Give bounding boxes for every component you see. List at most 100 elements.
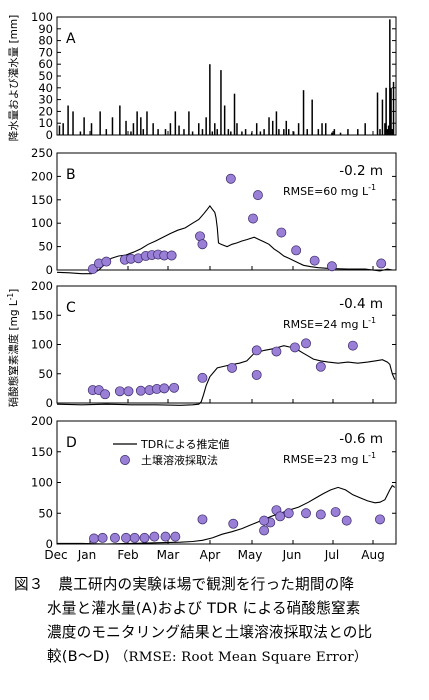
rain-bar xyxy=(255,123,258,135)
rain-bar xyxy=(390,87,392,135)
soil-solution-point xyxy=(227,362,237,373)
y-tick-label: 0 xyxy=(46,263,53,277)
rain-bar xyxy=(321,123,323,135)
rmse-label-D: RMSE=23 mg L-1 xyxy=(283,451,376,466)
rain-bar xyxy=(201,129,204,135)
rain-bar xyxy=(263,129,265,135)
soil-solution-point xyxy=(197,514,208,525)
rain-bar xyxy=(244,129,247,135)
soil-solution-point xyxy=(170,531,181,542)
rain-bar xyxy=(72,111,74,135)
soil-solution-point xyxy=(251,345,262,356)
soil-solution-point xyxy=(248,213,258,224)
soil-solution-point xyxy=(123,386,134,397)
y-axis-title-C: 硝酸態窒素濃度 [mg L-1] xyxy=(6,289,20,408)
rain-bar xyxy=(389,19,391,135)
y-tick-label: 250 xyxy=(31,146,53,160)
tdr-estimate-line xyxy=(57,484,396,545)
soil-solution-point xyxy=(289,342,300,353)
soil-solution-point xyxy=(114,386,125,397)
soil-solution-point xyxy=(309,255,320,266)
y-tick-label: 60 xyxy=(38,57,53,71)
rain-bar xyxy=(311,99,313,135)
y-tick-label: 0 xyxy=(46,396,53,410)
rain-bar xyxy=(119,105,121,135)
caption-line-4a: 較(B～D) xyxy=(47,648,111,665)
soil-solution-point xyxy=(259,525,270,536)
rain-bar xyxy=(381,99,384,135)
rain-bar xyxy=(331,132,333,135)
rain-bar xyxy=(241,131,243,135)
rain-bar xyxy=(125,120,127,135)
depth-label-B: -0.2 m xyxy=(339,163,383,179)
rain-bar xyxy=(292,131,295,135)
depth-label-D: -0.6 m xyxy=(339,431,383,447)
rain-bar xyxy=(236,123,238,135)
y-tick-label: 100 xyxy=(31,216,53,230)
soil-solution-point xyxy=(259,515,270,526)
rain-bar xyxy=(62,123,64,135)
rain-bar xyxy=(211,131,214,135)
panel-C: 0 50 100 150 200 C -0.4 m RMSE=24 mg L-1 硝酸態窒素濃度… xyxy=(6,279,397,410)
legend-label-soil: 土壌溶液採取法 xyxy=(141,453,218,467)
rain-bar xyxy=(288,129,290,135)
legend-point-swatch xyxy=(120,455,130,465)
rain-bar xyxy=(220,70,222,135)
soil-solution-point xyxy=(197,372,208,383)
soil-solution-point xyxy=(160,531,171,542)
soil-solution-point xyxy=(228,518,239,529)
rain-bar xyxy=(146,111,148,135)
rain-bar xyxy=(230,131,232,135)
rain-bar xyxy=(227,129,230,135)
soil-solution-point xyxy=(149,531,160,542)
y-tick-label: 0 xyxy=(46,537,53,551)
rain-bar xyxy=(271,120,274,135)
soil-solution-point xyxy=(252,190,263,201)
rain-bar xyxy=(198,123,200,135)
y-tick-label: 50 xyxy=(38,367,53,381)
y-tick-label: 50 xyxy=(38,506,53,520)
rain-bar xyxy=(132,123,135,135)
caption-line-1: 図３ 農工研内の実験ほ場で観測を行った期間の降 xyxy=(14,576,355,593)
soil-solution-point xyxy=(139,532,150,543)
rmse-label-C: RMSE=24 mg L-1 xyxy=(283,316,376,331)
panel-D: 0 50 100 150 200 D -0.6 m RMSE=23 mg L-1 TDRによる推… xyxy=(31,414,397,562)
soil-solution-point xyxy=(109,532,120,543)
rain-bar xyxy=(67,105,69,135)
soil-solution-point xyxy=(375,514,385,525)
figure-caption: 図３ 農工研内の実験ほ場で観測を行った期間の降 水量と灌水量(A)および TDR… xyxy=(14,573,418,670)
plot-frame-B xyxy=(56,152,397,271)
x-tick-label: May xyxy=(238,548,263,562)
y-tick-label: 150 xyxy=(31,193,53,207)
y-tick-label: 20 xyxy=(38,104,53,118)
rain-bar xyxy=(164,129,167,135)
panel-label-B: B xyxy=(66,167,76,183)
x-tick-label: Dec xyxy=(44,548,67,562)
rain-bar xyxy=(130,131,132,135)
rain-bar xyxy=(90,123,93,135)
rain-bar xyxy=(79,131,82,135)
soil-solution-point xyxy=(197,239,208,250)
y-tick-label: 10 xyxy=(38,116,53,130)
rain-bar xyxy=(324,123,327,135)
x-tick-label: Feb xyxy=(117,548,138,562)
soil-solution-point xyxy=(341,515,352,526)
rain-bar xyxy=(297,123,300,135)
soil-solution-point xyxy=(169,382,180,393)
soil-solution-point xyxy=(376,258,387,269)
rain-bar xyxy=(302,90,305,135)
rain-bar xyxy=(387,125,390,135)
y-tick-label: 100 xyxy=(31,338,53,352)
rain-bar xyxy=(386,129,389,135)
soil-solution-point xyxy=(159,383,170,394)
rain-bar xyxy=(376,92,379,135)
rain-bar xyxy=(169,123,172,135)
y-tick-label: 70 xyxy=(38,45,53,59)
soil-solution-point xyxy=(271,346,282,357)
y-tick-label: 200 xyxy=(31,279,53,293)
rain-bar xyxy=(278,129,280,135)
rain-bar xyxy=(268,117,270,135)
y-tick-label: 0 xyxy=(46,128,53,142)
rain-bar xyxy=(140,117,142,135)
soil-solution-point xyxy=(315,509,326,520)
